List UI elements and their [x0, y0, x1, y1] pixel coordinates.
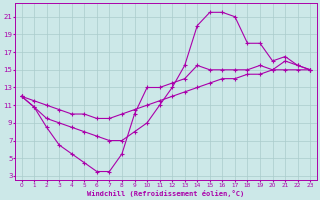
X-axis label: Windchill (Refroidissement éolien,°C): Windchill (Refroidissement éolien,°C): [87, 190, 244, 197]
